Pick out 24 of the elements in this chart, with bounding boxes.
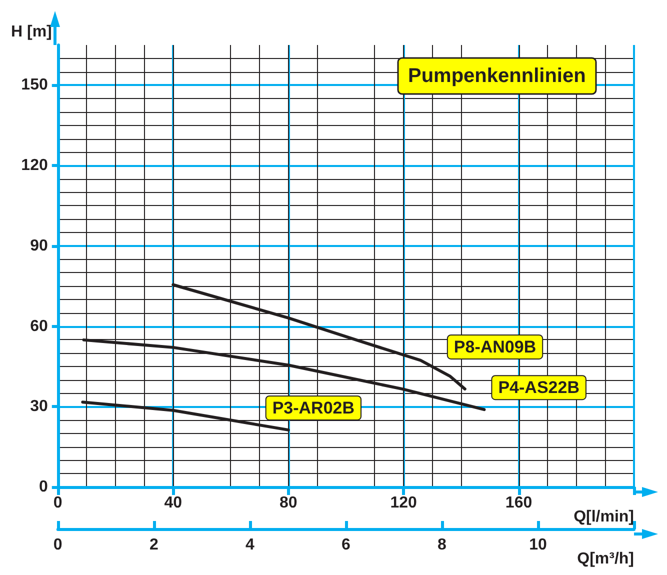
x-tick-label: 80 bbox=[279, 494, 298, 512]
y-tick-label: 60 bbox=[30, 318, 48, 335]
y-tick-label: 30 bbox=[30, 398, 48, 416]
x2-tick-label: 10 bbox=[529, 536, 547, 554]
series-label: P8-AN09B bbox=[454, 337, 536, 356]
x-tick-label: 160 bbox=[505, 494, 532, 512]
text: Pumpenkennlinien bbox=[408, 65, 586, 87]
series-label: P4-AS22B bbox=[498, 378, 580, 398]
x2-axis-title: Q[m³/h] bbox=[577, 550, 634, 568]
x2-tick-label: 2 bbox=[149, 536, 158, 554]
x2-tick-label: 8 bbox=[438, 536, 447, 554]
y-tick-label: 150 bbox=[21, 76, 48, 94]
y-tick-label: 90 bbox=[30, 237, 48, 254]
y-tick-label: 0 bbox=[38, 478, 48, 496]
x2-tick-label: 6 bbox=[341, 536, 350, 554]
series-label: P3-AR02B bbox=[272, 398, 355, 418]
x2-tick-label: 0 bbox=[53, 536, 62, 554]
x-tick-label: 120 bbox=[390, 494, 417, 512]
x-tick-label: 40 bbox=[164, 494, 182, 512]
x2-tick-label: 4 bbox=[245, 536, 254, 554]
x-tick-label: 0 bbox=[53, 494, 62, 512]
y-tick-label: 120 bbox=[21, 157, 48, 174]
x-axis-title: Q[l/min] bbox=[574, 508, 634, 526]
y-axis-title: H [m] bbox=[10, 24, 52, 40]
